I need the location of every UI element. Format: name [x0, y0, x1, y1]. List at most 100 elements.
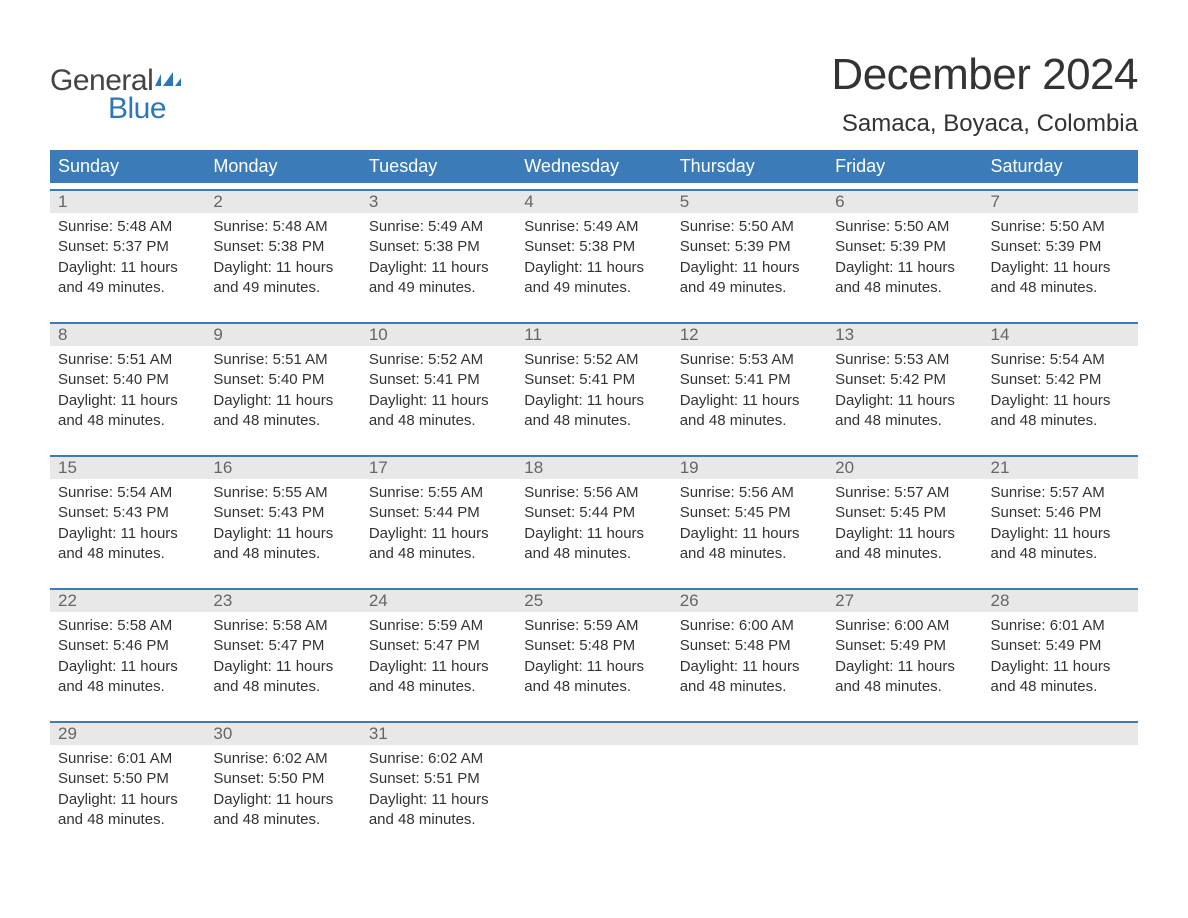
sunrise-line: Sunrise: 5:48 AM	[213, 217, 351, 237]
sunset-line: Sunset: 5:47 PM	[369, 636, 507, 656]
day-details: Sunrise: 5:54 AMSunset: 5:42 PMDaylight:…	[983, 346, 1138, 449]
daylight-line: Daylight: 11 hours and 49 minutes.	[680, 258, 818, 299]
details-row: Sunrise: 5:54 AM Sunset: 5:43 PM Daylight:…	[50, 479, 1138, 582]
day-number: 31	[361, 723, 516, 745]
sunrise-line: Sunrise: 5:52 AM	[524, 350, 662, 370]
sunrise-line: Sunrise: 6:02 AM	[369, 749, 507, 769]
sunrise-line: Sunrise: 5:51 AM	[213, 350, 351, 370]
daylight-line: Daylight: 11 hours and 48 minutes.	[991, 258, 1129, 299]
day-number: 20	[827, 457, 982, 479]
daylight-line: Daylight: 11 hours and 48 minutes.	[524, 524, 662, 565]
title-block: December 2024 Samaca, Boyaca, Colombia	[831, 50, 1138, 138]
day-number	[672, 723, 827, 745]
day-details: Sunrise: 5:50 AMSunset: 5:39 PMDaylight:…	[827, 213, 982, 316]
daylight-line: Daylight: 11 hours and 49 minutes.	[369, 258, 507, 299]
sunrise-line: Sunrise: 5:48 AM	[58, 217, 196, 237]
day-number: 7	[983, 191, 1138, 213]
day-details: Sunrise: 6:01 AMSunset: 5:49 PMDaylight:…	[983, 612, 1138, 715]
day-number: 22	[50, 590, 205, 612]
daylight-line: Daylight: 11 hours and 48 minutes.	[991, 391, 1129, 432]
sunrise-line: Sunrise: 5:55 AM	[369, 483, 507, 503]
weekday-header: Saturday	[983, 150, 1138, 183]
day-number: 25	[516, 590, 671, 612]
logo-text-blue: Blue	[108, 92, 166, 126]
sunset-line: Sunset: 5:44 PM	[524, 503, 662, 523]
details-row: Sunrise: 5:48 AMSunset: 5:37 PMDaylight:…	[50, 213, 1138, 316]
daylight-line: Daylight: 11 hours and 48 minutes.	[680, 524, 818, 565]
day-number: 29	[50, 723, 205, 745]
sunrise-line: Sunrise: 5:53 AM	[835, 350, 973, 370]
week-row: 293031Sunrise: 6:01 AMSunset: 5:50 PMDay…	[50, 721, 1138, 848]
daynum-row: 293031	[50, 721, 1138, 745]
daylight-line: Daylight: 11 hours and 49 minutes.	[524, 258, 662, 299]
sunrise-line: Sunrise: 5:59 AM	[524, 616, 662, 636]
day-number: 27	[827, 590, 982, 612]
details-row: Sunrise: 5:51 AMSunset: 5:40 PMDaylight:…	[50, 346, 1138, 449]
day-details: Sunrise: 5:59 AMSunset: 5:48 PMDaylight:…	[516, 612, 671, 715]
sunset-line: Sunset: 5:43 PM	[213, 503, 351, 523]
daylight-line: Daylight: 11 hours and 48 minutes.	[369, 524, 507, 565]
daylight-line: Daylight: 11 hours and 48 minutes.	[835, 391, 973, 432]
day-number: 24	[361, 590, 516, 612]
day-details	[983, 745, 1138, 848]
day-number: 10	[361, 324, 516, 346]
daylight-line: Daylight: 11 hours and 48 minutes.	[524, 657, 662, 698]
sunrise-line: Sunrise: 5:54 AM	[58, 483, 196, 503]
sunset-line: Sunset: 5:48 PM	[680, 636, 818, 656]
sunset-line: Sunset: 5:40 PM	[213, 370, 351, 390]
sunset-line: Sunset: 5:39 PM	[835, 237, 973, 257]
daylight-line: Daylight: 11 hours and 48 minutes.	[58, 524, 196, 565]
sunrise-line: Sunrise: 5:57 AM	[835, 483, 973, 503]
day-details: Sunrise: 5:55 AMSunset: 5:43 PMDaylight:…	[205, 479, 360, 582]
day-number: 16	[205, 457, 360, 479]
day-details: Sunrise: 5:52 AMSunset: 5:41 PMDaylight:…	[361, 346, 516, 449]
day-number	[516, 723, 671, 745]
sunset-line: Sunset: 5:41 PM	[369, 370, 507, 390]
sunrise-line: Sunrise: 5:53 AM	[680, 350, 818, 370]
sunset-line: Sunset: 5:42 PM	[835, 370, 973, 390]
daylight-line: Daylight: 11 hours and 49 minutes.	[58, 258, 196, 299]
day-number: 5	[672, 191, 827, 213]
daylight-line: Daylight: 11 hours and 48 minutes.	[680, 391, 818, 432]
daylight-line: Daylight: 11 hours and 48 minutes.	[213, 790, 351, 831]
sunrise-line: Sunrise: 5:59 AM	[369, 616, 507, 636]
day-number: 12	[672, 324, 827, 346]
sunrise-line: Sunrise: 5:51 AM	[58, 350, 196, 370]
day-details: Sunrise: 5:48 AMSunset: 5:38 PMDaylight:…	[205, 213, 360, 316]
day-details: Sunrise: 5:53 AMSunset: 5:41 PMDaylight:…	[672, 346, 827, 449]
day-number: 19	[672, 457, 827, 479]
sunset-line: Sunset: 5:39 PM	[680, 237, 818, 257]
daylight-line: Daylight: 11 hours and 48 minutes.	[835, 524, 973, 565]
sunrise-line: Sunrise: 5:50 AM	[680, 217, 818, 237]
day-number: 11	[516, 324, 671, 346]
day-number: 6	[827, 191, 982, 213]
day-number: 13	[827, 324, 982, 346]
sunset-line: Sunset: 5:37 PM	[58, 237, 196, 257]
details-row: Sunrise: 5:58 AMSunset: 5:46 PMDaylight:…	[50, 612, 1138, 715]
sunset-line: Sunset: 5:38 PM	[213, 237, 351, 257]
day-details: Sunrise: 5:51 AMSunset: 5:40 PMDaylight:…	[50, 346, 205, 449]
day-details: Sunrise: 5:49 AMSunset: 5:38 PMDaylight:…	[516, 213, 671, 316]
sunrise-line: Sunrise: 5:57 AM	[991, 483, 1129, 503]
sunrise-line: Sunrise: 6:00 AM	[835, 616, 973, 636]
sunrise-line: Sunrise: 6:00 AM	[680, 616, 818, 636]
day-number: 18	[516, 457, 671, 479]
sunset-line: Sunset: 5:38 PM	[369, 237, 507, 257]
sunset-line: Sunset: 5:48 PM	[524, 636, 662, 656]
day-number: 21	[983, 457, 1138, 479]
daylight-line: Daylight: 11 hours and 48 minutes.	[369, 657, 507, 698]
sunrise-line: Sunrise: 5:50 AM	[835, 217, 973, 237]
day-details	[516, 745, 671, 848]
daylight-line: Daylight: 11 hours and 48 minutes.	[58, 657, 196, 698]
weekday-header: Monday	[205, 150, 360, 183]
sunrise-line: Sunrise: 5:49 AM	[524, 217, 662, 237]
day-details: Sunrise: 5:57 AMSunset: 5:46 PMDaylight:…	[983, 479, 1138, 582]
day-details: Sunrise: 5:54 AMSunset: 5:43 PMDaylight:…	[50, 479, 205, 582]
day-details: Sunrise: 5:57 AMSunset: 5:45 PMDaylight:…	[827, 479, 982, 582]
sunset-line: Sunset: 5:45 PM	[680, 503, 818, 523]
daylight-line: Daylight: 11 hours and 48 minutes.	[524, 391, 662, 432]
day-number: 8	[50, 324, 205, 346]
day-details: Sunrise: 5:52 AMSunset: 5:41 PMDaylight:…	[516, 346, 671, 449]
daynum-row: 22232425262728	[50, 588, 1138, 612]
week-row: 1234567Sunrise: 5:48 AMSunset: 5:37 PMDa…	[50, 189, 1138, 316]
